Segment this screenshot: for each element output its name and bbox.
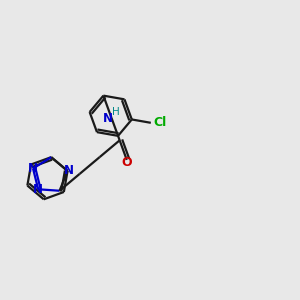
Text: Cl: Cl	[153, 116, 167, 129]
Text: N: N	[33, 183, 43, 196]
Text: N: N	[103, 112, 113, 125]
Text: H: H	[112, 107, 120, 117]
Text: N: N	[28, 162, 38, 175]
Text: O: O	[122, 156, 132, 169]
Text: N: N	[64, 164, 74, 177]
